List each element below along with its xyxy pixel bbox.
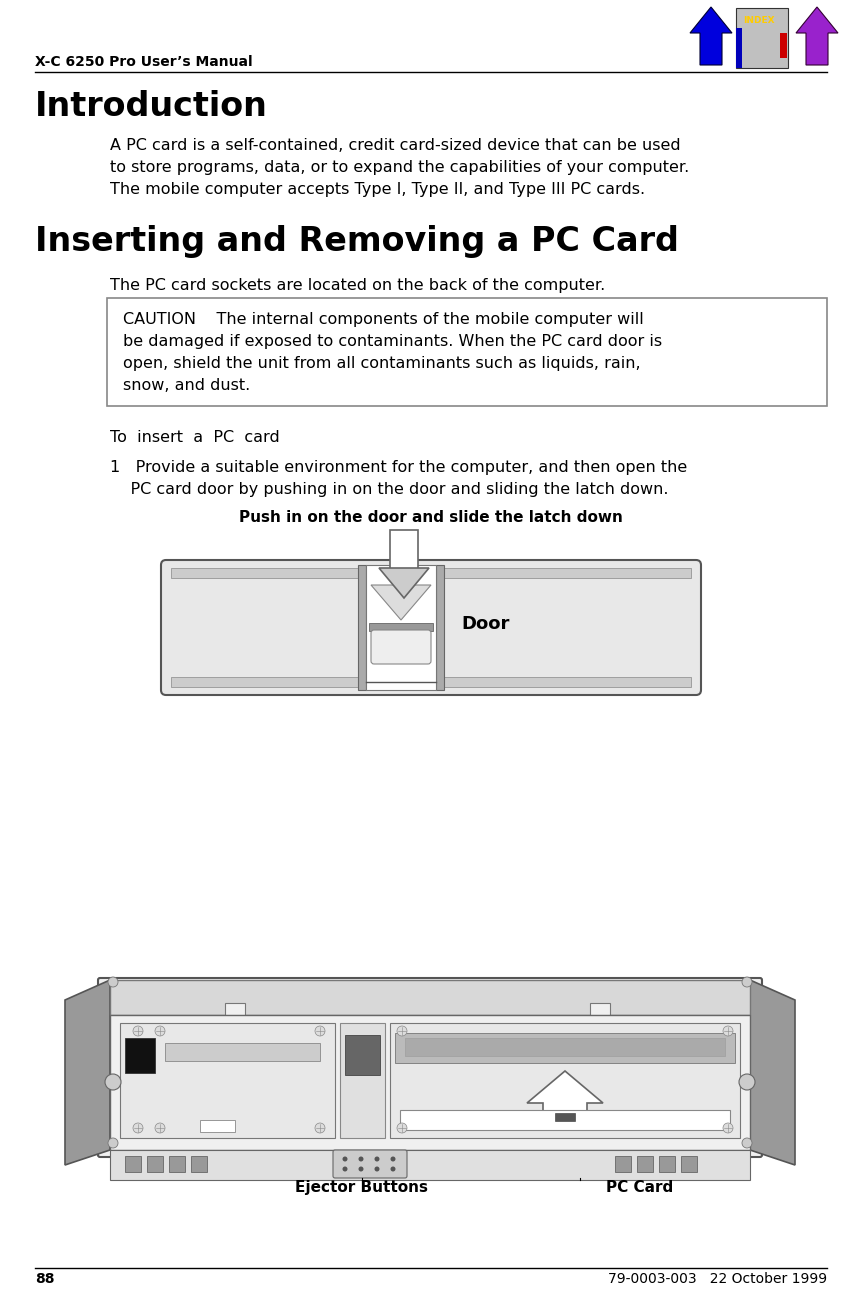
Text: Introduction: Introduction [35, 91, 268, 123]
Circle shape [390, 1166, 395, 1171]
Bar [110, 1015, 749, 1149]
Polygon shape [225, 1003, 245, 1015]
Bar [680, 1156, 697, 1171]
Polygon shape [526, 1071, 603, 1126]
Circle shape [155, 1027, 164, 1036]
Bar [659, 1156, 674, 1171]
Bar [344, 1034, 380, 1074]
Bar [164, 1043, 319, 1062]
Circle shape [722, 1124, 732, 1133]
Bar [339, 1023, 385, 1138]
Bar [110, 1149, 749, 1181]
Text: Push in on the door and slide the latch down: Push in on the door and slide the latch … [238, 509, 623, 525]
Bar [614, 1156, 630, 1171]
Bar [147, 1156, 163, 1171]
Bar [125, 1156, 141, 1171]
Circle shape [358, 1166, 363, 1171]
Polygon shape [749, 980, 794, 1165]
Bar [394, 1033, 734, 1063]
Text: open, shield the unit from all contaminants such as liquids, rain,: open, shield the unit from all contamina… [123, 356, 640, 371]
Text: The mobile computer accepts Type I, Type II, and Type III PC cards.: The mobile computer accepts Type I, Type… [110, 182, 644, 197]
Circle shape [722, 1027, 732, 1036]
Bar [120, 1023, 335, 1138]
Polygon shape [379, 568, 429, 597]
Circle shape [374, 1166, 379, 1171]
Text: A PC card is a self-contained, credit card-sized device that can be used: A PC card is a self-contained, credit ca… [110, 138, 680, 153]
Bar [170, 678, 691, 687]
Circle shape [342, 1156, 347, 1161]
Bar [779, 34, 786, 58]
Polygon shape [65, 980, 110, 1165]
Circle shape [108, 1138, 118, 1148]
Text: 79-0003-003   22 October 1999: 79-0003-003 22 October 1999 [607, 1272, 826, 1287]
Bar [735, 8, 787, 69]
Text: PC card door by pushing in on the door and sliding the latch down.: PC card door by pushing in on the door a… [110, 482, 668, 497]
Bar [400, 1109, 729, 1130]
Bar [436, 565, 443, 690]
Bar [110, 980, 749, 1015]
Text: CAUTION    The internal components of the mobile computer will: CAUTION The internal components of the m… [123, 312, 643, 327]
Circle shape [105, 1074, 121, 1090]
Bar [169, 1156, 185, 1171]
Circle shape [741, 1138, 751, 1148]
Text: PC Card: PC Card [605, 1181, 672, 1195]
Bar [107, 297, 826, 406]
FancyBboxPatch shape [370, 630, 430, 665]
Circle shape [397, 1027, 406, 1036]
Circle shape [155, 1124, 164, 1133]
Bar [389, 1023, 739, 1138]
Polygon shape [370, 584, 430, 621]
Polygon shape [795, 6, 837, 65]
Polygon shape [589, 1003, 610, 1015]
Bar [366, 565, 436, 690]
Text: X-C 6250 Pro User’s Manual: X-C 6250 Pro User’s Manual [35, 56, 252, 69]
FancyBboxPatch shape [332, 1149, 406, 1178]
Bar [369, 623, 432, 631]
Bar [125, 1038, 155, 1073]
FancyBboxPatch shape [161, 560, 700, 696]
Text: Inserting and Removing a PC Card: Inserting and Removing a PC Card [35, 225, 678, 259]
Bar [357, 565, 366, 690]
Text: to store programs, data, or to expand the capabilities of your computer.: to store programs, data, or to expand th… [110, 160, 689, 175]
Bar [389, 530, 418, 570]
Circle shape [374, 1156, 379, 1161]
Circle shape [314, 1027, 325, 1036]
Text: be damaged if exposed to contaminants. When the PC card door is: be damaged if exposed to contaminants. W… [123, 334, 661, 349]
Bar [200, 1120, 235, 1131]
Circle shape [108, 978, 118, 987]
Polygon shape [689, 6, 731, 65]
Text: INDEX: INDEX [742, 16, 774, 25]
Circle shape [358, 1156, 363, 1161]
Circle shape [133, 1124, 143, 1133]
Text: snow, and dust.: snow, and dust. [123, 378, 250, 393]
Text: The PC card sockets are located on the back of the computer.: The PC card sockets are located on the b… [110, 278, 604, 294]
Text: Door: Door [461, 615, 509, 634]
Text: 88: 88 [35, 1272, 54, 1287]
Circle shape [741, 978, 751, 987]
Circle shape [390, 1156, 395, 1161]
Bar [170, 568, 691, 578]
Text: 1   Provide a suitable environment for the computer, and then open the: 1 Provide a suitable environment for the… [110, 460, 686, 475]
Circle shape [133, 1027, 143, 1036]
FancyBboxPatch shape [98, 978, 761, 1157]
Bar [191, 1156, 207, 1171]
Text: Ejector Buttons: Ejector Buttons [295, 1181, 428, 1195]
Bar [735, 28, 741, 69]
Circle shape [397, 1124, 406, 1133]
Circle shape [738, 1074, 754, 1090]
Circle shape [314, 1124, 325, 1133]
Text: To  insert  a  PC  card: To insert a PC card [110, 431, 280, 445]
Bar [554, 1113, 574, 1121]
Circle shape [342, 1166, 347, 1171]
Bar [636, 1156, 653, 1171]
Bar [405, 1038, 724, 1056]
